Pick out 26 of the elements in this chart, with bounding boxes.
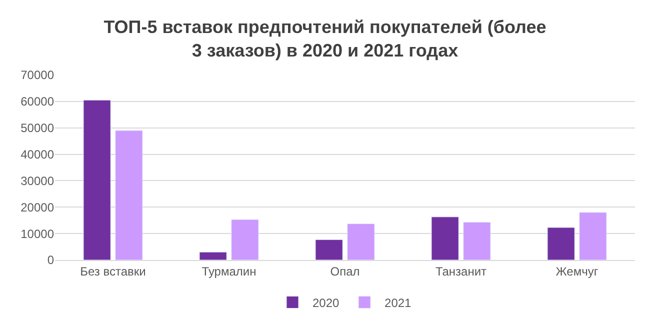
x-tick-label: Жемчуг — [556, 264, 599, 278]
y-tick-label: 30000 — [20, 174, 54, 188]
bar — [83, 100, 111, 260]
y-tick-label: 0 — [47, 253, 54, 268]
bar — [463, 222, 491, 260]
bar — [579, 212, 607, 260]
bar — [199, 252, 227, 260]
legend-label: 2020 — [312, 296, 340, 310]
bar — [115, 130, 143, 260]
bar — [347, 224, 375, 260]
y-tick-label: 70000 — [20, 68, 54, 82]
bar — [231, 219, 259, 260]
y-tick-label: 40000 — [20, 147, 54, 162]
bar — [431, 216, 459, 260]
chart-title: ТОП-5 вставок предпочтений покупателей (более 3 заказов) в 2020 и 2021 годах — [104, 16, 546, 60]
x-tick-label: Турмалин — [202, 264, 256, 278]
bar — [547, 227, 575, 260]
x-tick-label: Опал — [330, 264, 360, 278]
x-tick-label: Без вставки — [80, 264, 146, 278]
legend-label: 2021 — [384, 296, 412, 310]
y-tick-label: 50000 — [20, 121, 54, 136]
x-tick-label: Танзанит — [435, 264, 488, 278]
y-tick-label: 10000 — [20, 226, 54, 241]
y-tick-label: 60000 — [20, 94, 54, 109]
y-tick-label: 20000 — [20, 200, 54, 214]
bar — [315, 239, 343, 260]
